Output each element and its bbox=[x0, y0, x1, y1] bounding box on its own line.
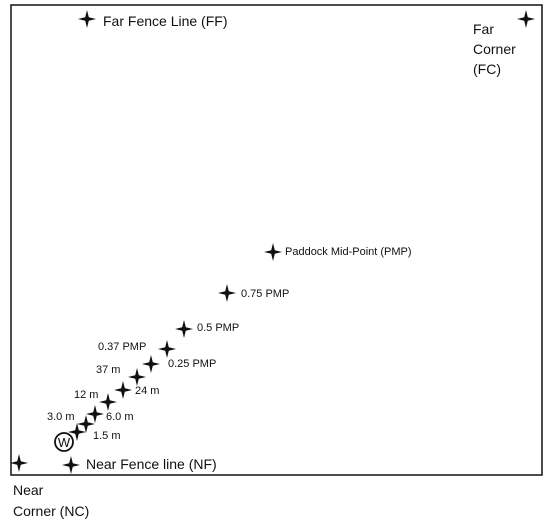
near-corner-label-line1: Near bbox=[13, 482, 44, 498]
far-corner-label-line2: Corner bbox=[473, 41, 516, 57]
marker-37-m-four-point-star-icon bbox=[128, 368, 146, 386]
far-corner-label-line3: (FC) bbox=[473, 61, 501, 77]
far-corner-label-line1: Far bbox=[473, 21, 494, 37]
near-fence-marker-four-point-star-icon bbox=[62, 456, 80, 474]
near-corner-marker-four-point-star-icon bbox=[10, 454, 28, 472]
label-24-m: 24 m bbox=[135, 385, 159, 397]
far-corner-marker-four-point-star-icon bbox=[517, 10, 535, 28]
paddock-boundary bbox=[10, 4, 543, 476]
label-0-75-pmp: 0.75 PMP bbox=[241, 288, 289, 300]
marker-3-0-m-four-point-star-icon bbox=[77, 415, 95, 433]
marker-0-75-pmp-four-point-star-icon bbox=[218, 284, 236, 302]
marker-6-0-m-four-point-star-icon bbox=[86, 405, 104, 423]
label-12-m: 12 m bbox=[74, 389, 98, 401]
marker-0-5-pmp-four-point-star-icon bbox=[175, 320, 193, 338]
near-fence-label: Near Fence line (NF) bbox=[86, 456, 217, 472]
label-3-0-m: 3.0 m bbox=[47, 411, 75, 423]
marker-0-25-pmp-four-point-star-icon bbox=[142, 355, 160, 373]
water-point-letter: W bbox=[58, 435, 71, 450]
marker-24-m-four-point-star-icon bbox=[114, 381, 132, 399]
water-point-circle bbox=[54, 432, 74, 452]
label-0-5-pmp: 0.5 PMP bbox=[197, 322, 239, 334]
marker-12-m-four-point-star-icon bbox=[99, 393, 117, 411]
label-37-m: 37 m bbox=[96, 364, 120, 376]
marker-1-5-m-four-point-star-icon bbox=[68, 423, 86, 441]
marker-0-37-pmp-four-point-star-icon bbox=[158, 340, 176, 358]
paddock-mid-point-marker-four-point-star-icon bbox=[264, 243, 282, 261]
marker-layer bbox=[10, 10, 535, 474]
paddock-mid-point-label: Paddock Mid-Point (PMP) bbox=[285, 246, 412, 258]
far-fence-marker-four-point-star-icon bbox=[78, 10, 96, 28]
water-point: W bbox=[54, 432, 74, 452]
label-6-0-m: 6.0 m bbox=[106, 411, 134, 423]
near-corner-label-line2: Corner (NC) bbox=[13, 503, 89, 519]
label-0-25-pmp: 0.25 PMP bbox=[168, 358, 216, 370]
label-1-5-m: 1.5 m bbox=[93, 430, 121, 442]
far-fence-label: Far Fence Line (FF) bbox=[103, 13, 227, 29]
label-0-37-pmp: 0.37 PMP bbox=[98, 341, 146, 353]
